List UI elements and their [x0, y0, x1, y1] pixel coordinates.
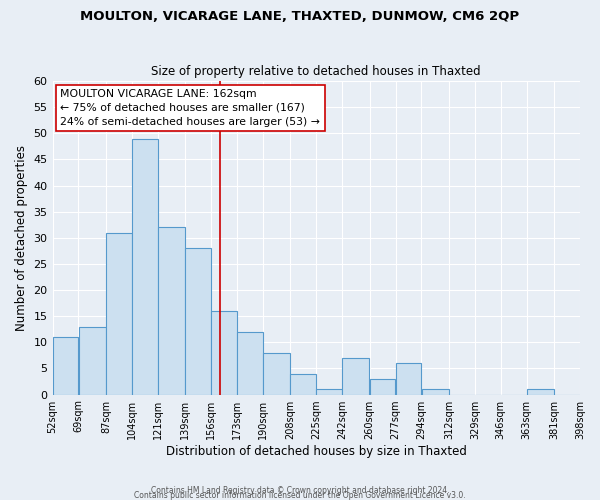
- Bar: [185, 248, 211, 394]
- Bar: [527, 390, 554, 394]
- Bar: [132, 138, 158, 394]
- Bar: [290, 374, 316, 394]
- Bar: [395, 363, 421, 394]
- Bar: [343, 358, 370, 395]
- Bar: [263, 353, 290, 395]
- Title: Size of property relative to detached houses in Thaxted: Size of property relative to detached ho…: [151, 66, 481, 78]
- Bar: [422, 390, 449, 394]
- Bar: [237, 332, 263, 394]
- Text: MOULTON, VICARAGE LANE, THAXTED, DUNMOW, CM6 2QP: MOULTON, VICARAGE LANE, THAXTED, DUNMOW,…: [80, 10, 520, 23]
- Y-axis label: Number of detached properties: Number of detached properties: [15, 145, 28, 331]
- Bar: [370, 379, 395, 394]
- Text: MOULTON VICARAGE LANE: 162sqm
← 75% of detached houses are smaller (167)
24% of : MOULTON VICARAGE LANE: 162sqm ← 75% of d…: [61, 89, 320, 127]
- Bar: [211, 311, 237, 394]
- Bar: [79, 326, 106, 394]
- Text: Contains HM Land Registry data © Crown copyright and database right 2024.: Contains HM Land Registry data © Crown c…: [151, 486, 449, 495]
- Bar: [53, 337, 79, 394]
- Bar: [316, 390, 342, 394]
- Bar: [106, 232, 131, 394]
- X-axis label: Distribution of detached houses by size in Thaxted: Distribution of detached houses by size …: [166, 444, 467, 458]
- Bar: [158, 228, 185, 394]
- Text: Contains public sector information licensed under the Open Government Licence v3: Contains public sector information licen…: [134, 490, 466, 500]
